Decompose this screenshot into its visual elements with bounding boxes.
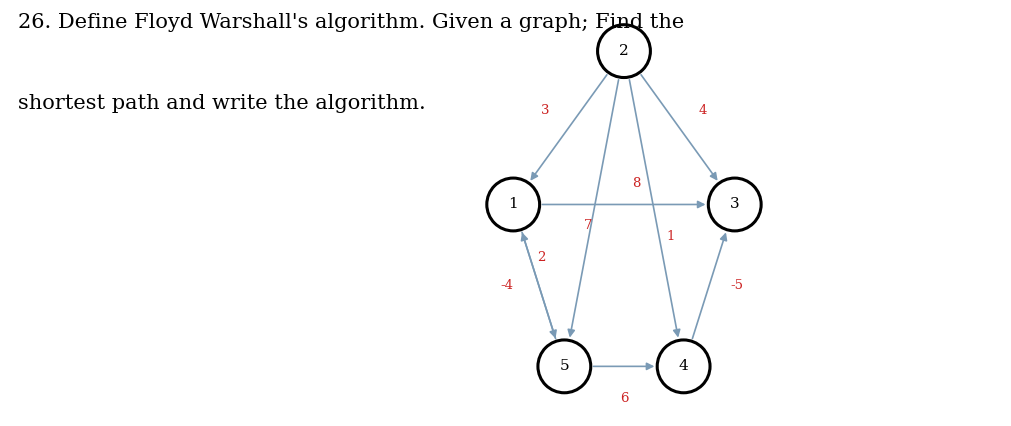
Text: 1: 1 bbox=[508, 198, 518, 211]
Circle shape bbox=[656, 340, 710, 393]
Text: 2: 2 bbox=[619, 44, 628, 58]
Text: 3: 3 bbox=[541, 104, 549, 117]
Text: 6: 6 bbox=[619, 392, 628, 405]
Text: shortest path and write the algorithm.: shortest path and write the algorithm. bbox=[18, 94, 426, 113]
Text: 2: 2 bbox=[536, 251, 545, 264]
Circle shape bbox=[538, 340, 590, 393]
Text: 8: 8 bbox=[632, 177, 640, 190]
Text: -5: -5 bbox=[730, 279, 743, 292]
Text: 3: 3 bbox=[729, 198, 739, 211]
Text: 4: 4 bbox=[698, 104, 707, 117]
Text: 5: 5 bbox=[559, 360, 568, 373]
Circle shape bbox=[486, 178, 539, 231]
Circle shape bbox=[708, 178, 760, 231]
Text: -4: -4 bbox=[499, 279, 513, 292]
Text: 4: 4 bbox=[678, 360, 687, 373]
Text: 1: 1 bbox=[666, 230, 674, 243]
Text: 7: 7 bbox=[583, 219, 591, 232]
Circle shape bbox=[596, 25, 650, 78]
Text: 26. Define Floyd Warshall's algorithm. Given a graph; Find the: 26. Define Floyd Warshall's algorithm. G… bbox=[18, 13, 683, 32]
